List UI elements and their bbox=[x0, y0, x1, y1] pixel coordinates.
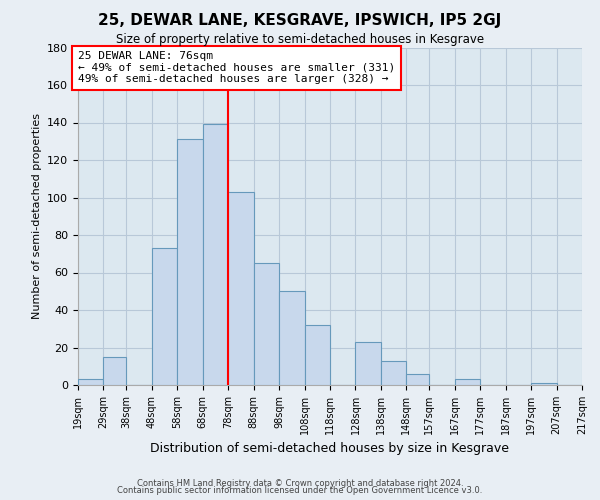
Bar bbox=[355, 342, 381, 385]
Bar bbox=[455, 380, 480, 385]
Bar bbox=[381, 360, 406, 385]
Text: Contains HM Land Registry data © Crown copyright and database right 2024.: Contains HM Land Registry data © Crown c… bbox=[137, 478, 463, 488]
Bar bbox=[531, 383, 557, 385]
Bar bbox=[78, 380, 103, 385]
Text: Contains public sector information licensed under the Open Government Licence v3: Contains public sector information licen… bbox=[118, 486, 482, 495]
Bar bbox=[152, 248, 177, 385]
Bar bbox=[203, 124, 228, 385]
X-axis label: Distribution of semi-detached houses by size in Kesgrave: Distribution of semi-detached houses by … bbox=[151, 442, 509, 456]
Y-axis label: Number of semi-detached properties: Number of semi-detached properties bbox=[32, 114, 41, 320]
Bar bbox=[305, 325, 330, 385]
Text: 25 DEWAR LANE: 76sqm
← 49% of semi-detached houses are smaller (331)
49% of semi: 25 DEWAR LANE: 76sqm ← 49% of semi-detac… bbox=[78, 52, 395, 84]
Bar bbox=[279, 291, 305, 385]
Bar bbox=[103, 357, 127, 385]
Bar bbox=[406, 374, 429, 385]
Text: 25, DEWAR LANE, KESGRAVE, IPSWICH, IP5 2GJ: 25, DEWAR LANE, KESGRAVE, IPSWICH, IP5 2… bbox=[98, 12, 502, 28]
Bar bbox=[254, 263, 279, 385]
Bar bbox=[177, 140, 203, 385]
Text: Size of property relative to semi-detached houses in Kesgrave: Size of property relative to semi-detach… bbox=[116, 32, 484, 46]
Bar bbox=[228, 192, 254, 385]
